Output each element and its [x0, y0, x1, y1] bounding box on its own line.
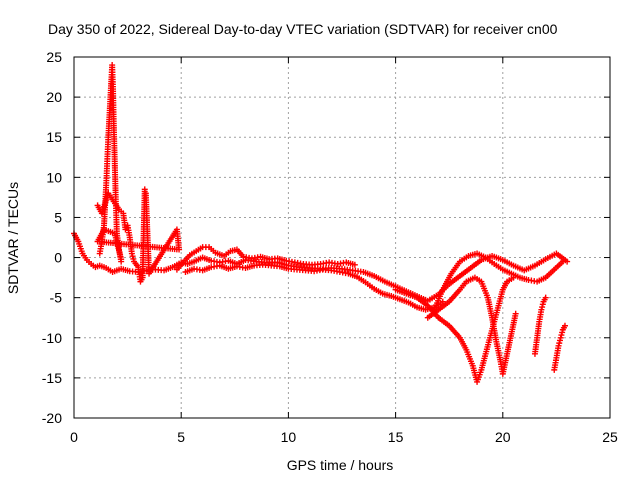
y-tick-label: -15 — [42, 370, 62, 386]
plot-frame — [73, 56, 611, 419]
x-tick-label: 0 — [70, 429, 78, 445]
series-rising-branch-17-19h — [431, 250, 566, 313]
y-tick-label: 15 — [46, 129, 62, 145]
x-tick-label: 25 — [602, 429, 618, 445]
chart-title: Day 350 of 2022, Sidereal Day-to-day VTE… — [48, 21, 558, 37]
y-tick-label: 5 — [54, 209, 62, 225]
data-point — [559, 258, 566, 265]
series-late-segment-22-4-22-9h — [551, 322, 568, 373]
data-point — [118, 256, 125, 263]
x-tick-label: 15 — [388, 429, 404, 445]
data-point — [351, 261, 358, 268]
y-tick-label: 10 — [46, 169, 62, 185]
data-point — [141, 186, 148, 193]
data-points — [71, 62, 571, 385]
y-tick-label: -20 — [42, 410, 62, 426]
grid-lines — [74, 57, 610, 418]
y-tick-label: -10 — [42, 330, 62, 346]
y-tick-label: 0 — [54, 250, 62, 266]
data-point — [542, 294, 549, 301]
x-tick-label: 10 — [281, 429, 297, 445]
series-late-segment-21-5-22-3h — [531, 294, 549, 357]
x-tick-label: 5 — [177, 429, 185, 445]
y-tick-label: 25 — [46, 49, 62, 65]
series-scatter-near-2-3h — [94, 186, 183, 285]
data-point — [561, 322, 568, 329]
series-descent-branch-15-19h — [392, 274, 517, 385]
series-main-band — [71, 230, 571, 304]
y-tick-label: 20 — [46, 89, 62, 105]
series-upper-band — [173, 244, 358, 273]
x-tick-label: 20 — [495, 429, 511, 445]
y-tick-label: -5 — [50, 290, 63, 306]
series-descent-branch-16-20h — [424, 274, 519, 377]
axes: 0 5 10 15 20 25 25 20 15 10 5 0 -5 -10 -15 -20 — [42, 49, 618, 445]
x-axis-label: GPS time / hours — [287, 457, 394, 473]
y-axis-label: SDTVAR / TECUs — [5, 182, 21, 294]
data-point — [512, 310, 519, 317]
series-lower-band — [182, 261, 446, 313]
